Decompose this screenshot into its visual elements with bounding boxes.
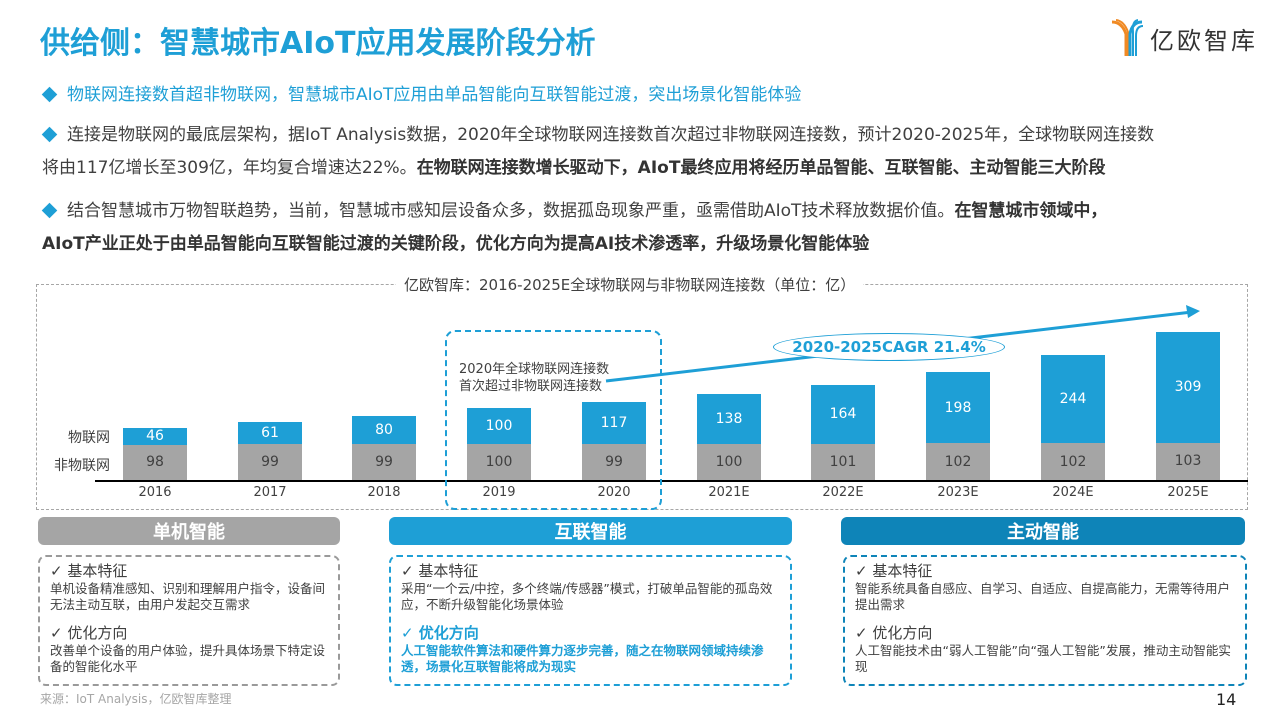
direction-body: 人工智能软件算法和硬件算力逐步完善，随之在物联网领域持续渗透，场景化互联智能将成…: [401, 643, 764, 674]
source-note: 来源：IoT Analysis，亿欧智库整理: [40, 692, 232, 706]
x-axis: [95, 480, 1248, 482]
x-tick-label: 2022E: [822, 485, 864, 500]
bullet-1: 物联网连接数首超非物联网，智慧城市AIoT应用由单品智能向互联智能过渡，突出场景…: [41, 84, 801, 106]
bar-iot: 244: [1041, 355, 1105, 444]
chart-title: 亿欧智库：2016-2025E全球物联网与非物联网连接数（单位：亿）: [396, 274, 864, 295]
legend-iot: 物联网: [68, 430, 110, 446]
bar-non-iot: 102: [1041, 443, 1105, 480]
stage-head-standalone: 单机智能: [38, 517, 340, 545]
stage-head-connected: 互联智能: [389, 517, 792, 545]
direction-title: ✓ 优化方向: [401, 624, 479, 642]
bullet-3-line2: AIoT产业正处于由单品智能向互联智能过渡的关键阶段，优化方向为提高AI技术渗透…: [42, 234, 870, 254]
bar-iot: 198: [926, 372, 990, 444]
bar-non-iot: 101: [811, 443, 875, 480]
x-tick-label: 2019: [482, 485, 516, 500]
bar-iot: 117: [582, 402, 646, 445]
direction-title: ✓ 优化方向: [855, 624, 933, 642]
bar-non-iot: 98: [123, 444, 187, 480]
feature-body: 智能系统具备自感应、自学习、自适应、自提高能力，无需等待用户提出需求: [855, 581, 1231, 612]
bar-iot: 164: [811, 384, 875, 444]
x-tick-label: 2020: [597, 485, 631, 500]
cagr-ellipse: 2020-2025CAGR 21.4%: [773, 333, 1005, 361]
feature-body: 采用“一个云/中控，多个终端/传感器”模式，打破单品智能的孤岛效应，不断升级智能…: [401, 581, 773, 612]
x-tick-label: 2021E: [708, 485, 750, 500]
bar-non-iot: 99: [352, 444, 416, 480]
x-tick-label: 2018: [367, 485, 401, 500]
x-tick-label: 2025E: [1167, 485, 1209, 500]
bar-non-iot: 102: [926, 443, 990, 480]
stage-box-connected: ✓ 基本特征 采用“一个云/中控，多个终端/传感器”模式，打破单品智能的孤岛效应…: [389, 555, 792, 686]
bar-non-iot: 100: [697, 444, 761, 480]
bullet-2-line1: 连接是物联网的最底层架构，据IoT Analysis数据，2020年全球物联网连…: [41, 124, 1154, 146]
bar-iot: 309: [1156, 331, 1220, 443]
bar-non-iot: 100: [467, 444, 531, 480]
x-tick-label: 2023E: [937, 485, 979, 500]
x-tick-label: 2016: [138, 485, 172, 500]
direction-body: 人工智能技术由“弱人工智能”向“强人工智能”发展，推动主动智能实现: [855, 643, 1231, 674]
feature-title: ✓ 基本特征: [855, 562, 933, 580]
legend-non-iot: 非物联网: [54, 458, 110, 474]
bar-iot: 80: [352, 415, 416, 445]
bar-non-iot: 99: [582, 444, 646, 480]
highlight-2019-2020: [445, 330, 662, 510]
x-tick-label: 2024E: [1052, 485, 1094, 500]
stage-head-proactive: 主动智能: [841, 517, 1245, 545]
brand-logo: 亿欧智库: [1110, 16, 1258, 60]
bar-non-iot: 103: [1156, 442, 1220, 480]
direction-title: ✓ 优化方向: [50, 624, 128, 642]
bullet-2-line2: 将由117亿增长至309亿，年均复合增速达22%。在物联网连接数增长驱动下，AI…: [42, 158, 1106, 178]
bar-non-iot: 99: [238, 444, 302, 480]
stage-box-standalone: ✓ 基本特征 单机设备精准感知、识别和理解用户指令，设备间无法主动互联，由用户发…: [38, 555, 340, 686]
bar-iot: 100: [467, 408, 531, 444]
logo-text: 亿欧智库: [1150, 26, 1258, 55]
crossover-annotation: 2020年全球物联网连接数 首次超过非物联网连接数: [459, 362, 610, 394]
feature-title: ✓ 基本特征: [50, 562, 128, 580]
bar-iot: 61: [238, 422, 302, 445]
feature-body: 单机设备精准感知、识别和理解用户指令，设备间无法主动互联，由用户发起交互需求: [50, 581, 326, 612]
stage-box-proactive: ✓ 基本特征 智能系统具备自感应、自学习、自适应、自提高能力，无需等待用户提出需…: [843, 555, 1247, 686]
page-number: 14: [1216, 690, 1237, 709]
page-title: 供给侧：智慧城市AIoT应用发展阶段分析: [40, 26, 596, 61]
feature-title: ✓ 基本特征: [401, 562, 479, 580]
logo-icon: [1111, 19, 1144, 56]
x-tick-label: 2017: [253, 485, 287, 500]
bullet-3-line1: 结合智慧城市万物智联趋势，当前，智慧城市感知层设备众多，数据孤岛现象严重，亟需借…: [41, 200, 1107, 222]
direction-body: 改善单个设备的用户体验，提升具体场景下特定设备的智能化水平: [50, 643, 326, 674]
bar-iot: 46: [123, 428, 187, 445]
bar-iot: 138: [697, 394, 761, 444]
